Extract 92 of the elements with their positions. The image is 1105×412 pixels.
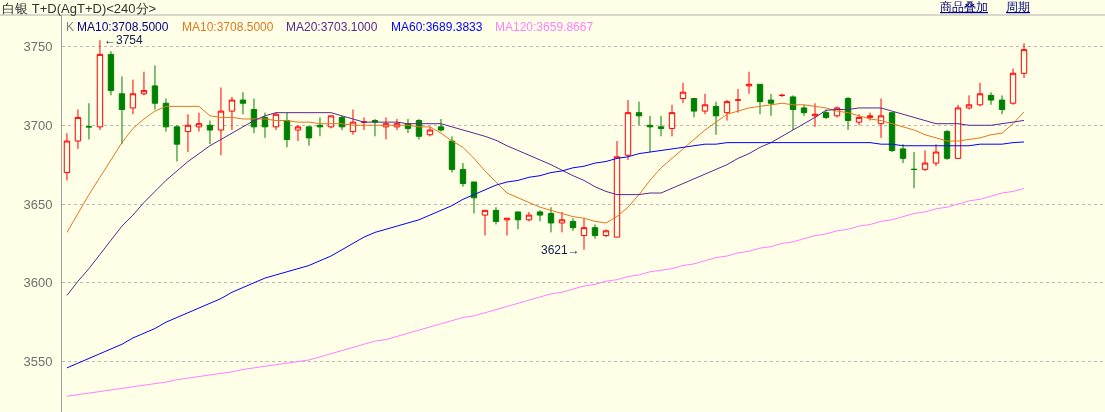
candlestick bbox=[503, 217, 511, 237]
candlestick bbox=[855, 113, 863, 126]
candlestick bbox=[349, 109, 357, 136]
candlestick bbox=[305, 126, 313, 147]
candlestick bbox=[63, 132, 71, 181]
candlestick bbox=[525, 211, 533, 222]
candlestick bbox=[822, 109, 830, 120]
candlestick bbox=[965, 94, 973, 111]
candlestick bbox=[558, 211, 566, 233]
candlestick bbox=[932, 143, 940, 167]
candlestick bbox=[129, 79, 137, 115]
candlestick bbox=[701, 93, 709, 115]
candlestick bbox=[96, 39, 104, 131]
candlestick bbox=[492, 206, 500, 226]
candlestick bbox=[690, 98, 698, 118]
candlestick bbox=[206, 120, 214, 145]
candlestick bbox=[811, 102, 819, 128]
y-tick-label: 3650 bbox=[23, 196, 53, 212]
y-tick-label: 3750 bbox=[23, 39, 53, 55]
line-series bbox=[66, 187, 1025, 397]
candlestick bbox=[283, 112, 291, 148]
y-tick-label: 3550 bbox=[23, 354, 53, 370]
candlestick bbox=[1009, 68, 1017, 106]
candlestick bbox=[74, 109, 82, 150]
candlestick bbox=[239, 91, 247, 115]
candlestick bbox=[173, 124, 181, 163]
candlestick bbox=[679, 82, 687, 104]
candlestick bbox=[624, 99, 632, 161]
candlestick bbox=[976, 82, 984, 107]
candlestick bbox=[107, 50, 115, 96]
candlestick bbox=[448, 135, 456, 174]
line-series bbox=[66, 141, 1025, 369]
candlestick bbox=[756, 83, 764, 115]
annotation: K bbox=[66, 20, 75, 34]
candlestick bbox=[217, 86, 225, 156]
candlestick bbox=[613, 140, 621, 238]
text: MA20:3703.1000 bbox=[286, 20, 378, 34]
candlestick bbox=[778, 93, 786, 98]
text: 周期 bbox=[1006, 0, 1030, 14]
text: MA60:3689.3833 bbox=[391, 20, 483, 34]
candlestick bbox=[877, 98, 885, 139]
text: MA10:3708.5000 bbox=[182, 20, 274, 34]
candlestick bbox=[635, 101, 643, 126]
candlestick bbox=[569, 217, 577, 232]
candlestick bbox=[228, 96, 236, 131]
y-tick-label: 3700 bbox=[23, 117, 53, 133]
candlestick bbox=[998, 94, 1006, 115]
candlestick bbox=[657, 115, 665, 137]
candlestick bbox=[767, 93, 775, 117]
candlestick bbox=[294, 124, 302, 142]
candlestick bbox=[514, 211, 522, 230]
chart-title: 白银 T+D(AgT+D)<240分> bbox=[2, 0, 157, 16]
line-series bbox=[66, 102, 1025, 233]
candlestick bbox=[789, 94, 797, 131]
annotation: ←3754 bbox=[104, 33, 144, 47]
candlestick bbox=[712, 101, 720, 136]
candlestick bbox=[987, 91, 995, 106]
annotation: 3621→ bbox=[541, 243, 580, 257]
candlestick bbox=[899, 143, 907, 164]
line-series bbox=[66, 107, 1025, 296]
y-tick-label: 3600 bbox=[23, 275, 53, 291]
candlestick bbox=[536, 209, 544, 222]
candlestick bbox=[723, 99, 731, 122]
candlestick bbox=[481, 209, 489, 237]
candlestick bbox=[140, 71, 148, 96]
candlestick bbox=[272, 112, 280, 131]
candlestick bbox=[426, 126, 434, 137]
candlestick bbox=[745, 71, 753, 95]
candlestick bbox=[327, 115, 335, 129]
candlestick bbox=[470, 181, 478, 214]
candlestick bbox=[668, 104, 676, 137]
candlestick bbox=[800, 104, 808, 117]
candlestick bbox=[162, 98, 170, 133]
candlestick bbox=[602, 228, 610, 238]
candlestick bbox=[580, 217, 588, 251]
candlestick bbox=[844, 96, 852, 131]
candlestick bbox=[591, 224, 599, 240]
text: MA120:3659.8667 bbox=[495, 20, 594, 34]
candlestick bbox=[316, 116, 324, 137]
candlestick bbox=[184, 113, 192, 153]
text: 商品叠加 bbox=[940, 0, 988, 14]
annotation: MA10:3708.5000 bbox=[77, 20, 169, 34]
candlestick bbox=[547, 206, 555, 233]
candlestick bbox=[118, 75, 126, 145]
candlestick bbox=[151, 64, 159, 111]
candlestick bbox=[866, 112, 874, 122]
candlestick bbox=[921, 149, 929, 172]
candlestick bbox=[1020, 42, 1028, 79]
candlestick bbox=[459, 162, 467, 188]
candlestick bbox=[437, 118, 445, 133]
candlestick bbox=[646, 115, 654, 153]
candlestick bbox=[195, 112, 203, 133]
